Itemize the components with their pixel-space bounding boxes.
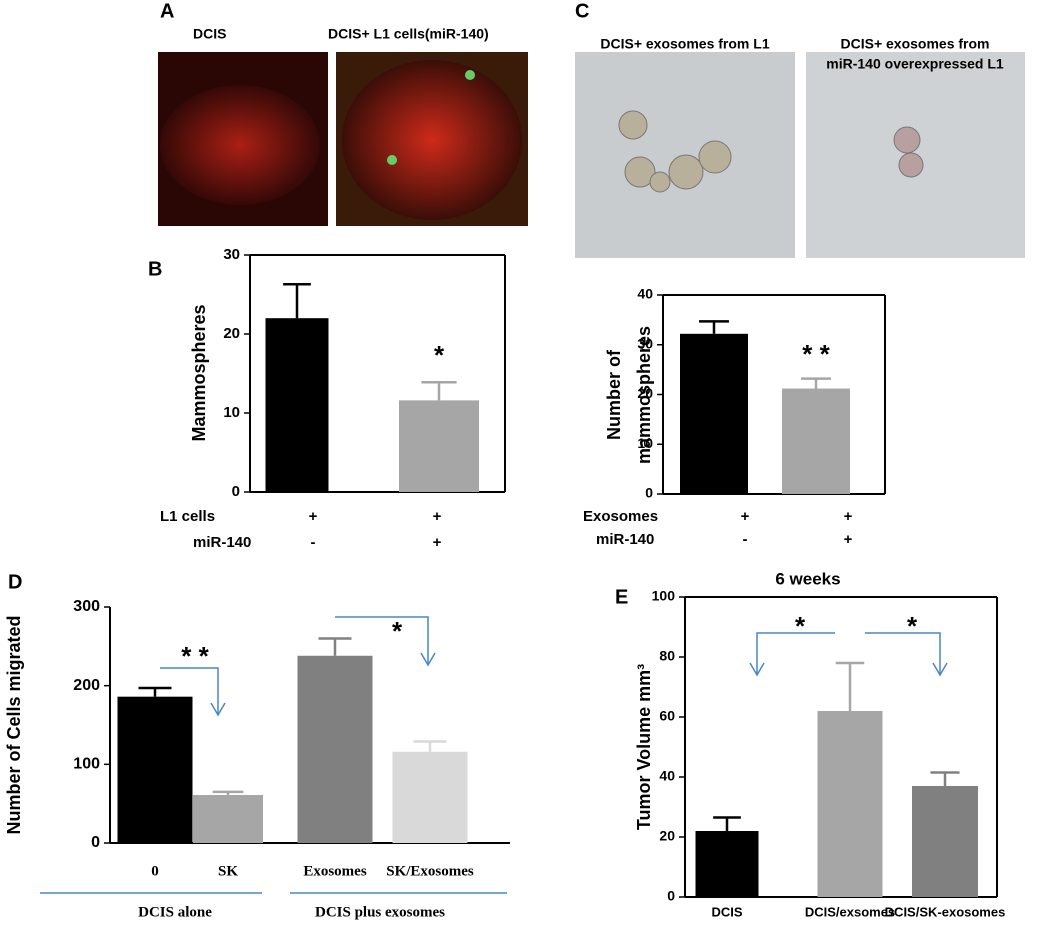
image-texture: [342, 60, 522, 220]
arrow-head: [749, 662, 765, 677]
y-axis-label: Tumor Volume mm³: [634, 664, 654, 830]
x-tick-label: DCIS/SK-exosomes: [885, 904, 1006, 919]
condition-mark: +: [844, 508, 853, 525]
image-caption: DCIS+ exosomes from: [841, 36, 990, 52]
image-texture: [160, 85, 320, 205]
y-tick-label: 30: [637, 335, 653, 351]
arrow-head: [210, 702, 226, 717]
bar: [392, 751, 468, 843]
panel-label: D: [8, 571, 22, 593]
panel-label: B: [148, 258, 162, 280]
y-tick-label: 40: [659, 768, 675, 784]
x-tick-label: 0: [151, 863, 159, 879]
significance: * *: [181, 641, 209, 671]
panel-label: C: [575, 0, 589, 22]
arrow-head: [420, 652, 436, 667]
image-spheres: [618, 110, 732, 193]
bar: [399, 400, 479, 492]
image-caption: DCIS: [193, 26, 226, 42]
image-caption: DCIS+ exosomes from L1: [600, 36, 769, 52]
y-tick-label: 10: [637, 435, 653, 451]
arrow: [160, 667, 219, 715]
group-label: DCIS plus exosomes: [315, 904, 445, 920]
arrow: [756, 632, 835, 675]
y-axis-label: Number of: [604, 349, 624, 440]
x-tick-label: SK/Exosomes: [386, 863, 474, 879]
bar: [817, 711, 883, 897]
x-tick-label: DCIS/exsomes: [805, 904, 895, 919]
significance: *: [907, 611, 918, 641]
bar: [782, 388, 850, 494]
y-tick-label: 100: [73, 756, 100, 773]
y-tick-label: 80: [659, 648, 675, 664]
y-tick-label: 20: [659, 828, 675, 844]
y-tick-label: 200: [73, 677, 100, 694]
y-tick-label: 0: [91, 834, 100, 851]
y-axis-label: Number of Cells migrated: [4, 615, 24, 834]
bar: [680, 333, 748, 494]
panel-label: A: [160, 0, 174, 22]
image-spot: [387, 155, 397, 165]
condition-mark: +: [309, 508, 318, 525]
image-spheres: [893, 126, 924, 178]
bar: [193, 795, 263, 843]
condition-label: miR-140: [193, 534, 251, 551]
condition-mark: +: [844, 531, 853, 548]
condition-label: miR-140: [596, 531, 654, 548]
arrow: [865, 632, 941, 675]
image-caption: miR-140 overexpressed L1: [826, 56, 1004, 72]
condition-mark: +: [433, 534, 442, 551]
y-tick-label: 20: [223, 325, 240, 342]
panel-label: E: [615, 586, 628, 608]
chart-title: 6 weeks: [775, 569, 840, 588]
y-tick-label: 0: [645, 485, 653, 501]
image-spot: [465, 70, 475, 80]
condition-mark: -: [743, 531, 748, 548]
y-tick-label: 0: [232, 483, 240, 500]
bar: [297, 655, 373, 843]
x-tick-label: Exosomes: [303, 863, 366, 879]
bar: [912, 786, 978, 897]
y-tick-label: 20: [637, 385, 653, 401]
bar: [695, 831, 759, 897]
image-caption: DCIS+ L1 cells(miR-140): [328, 26, 489, 42]
condition-mark: +: [433, 508, 442, 525]
condition-label: L1 cells: [160, 508, 215, 525]
x-tick-label: DCIS: [711, 904, 742, 919]
group-label: DCIS alone: [138, 904, 212, 920]
condition-mark: +: [741, 508, 750, 525]
y-axis-label: Mammospheres: [189, 304, 209, 441]
y-axis-label: mammospheres: [634, 326, 654, 464]
y-tick-label: 100: [652, 588, 676, 604]
y-tick-label: 40: [637, 286, 653, 302]
y-tick-label: 10: [223, 404, 240, 421]
condition-label: Exosomes: [583, 508, 658, 525]
condition-mark: -: [311, 534, 316, 551]
significance: *: [434, 340, 445, 370]
y-tick-label: 30: [223, 246, 240, 263]
y-tick-label: 60: [659, 708, 675, 724]
bar: [265, 318, 329, 492]
significance: *: [392, 616, 403, 646]
significance: * *: [802, 339, 830, 369]
significance: *: [795, 611, 806, 641]
bar: [117, 696, 193, 843]
y-tick-label: 300: [73, 598, 100, 615]
arrow: [335, 616, 429, 665]
arrow-head: [932, 662, 948, 677]
y-tick-label: 0: [667, 888, 675, 904]
x-tick-label: SK: [218, 863, 238, 879]
